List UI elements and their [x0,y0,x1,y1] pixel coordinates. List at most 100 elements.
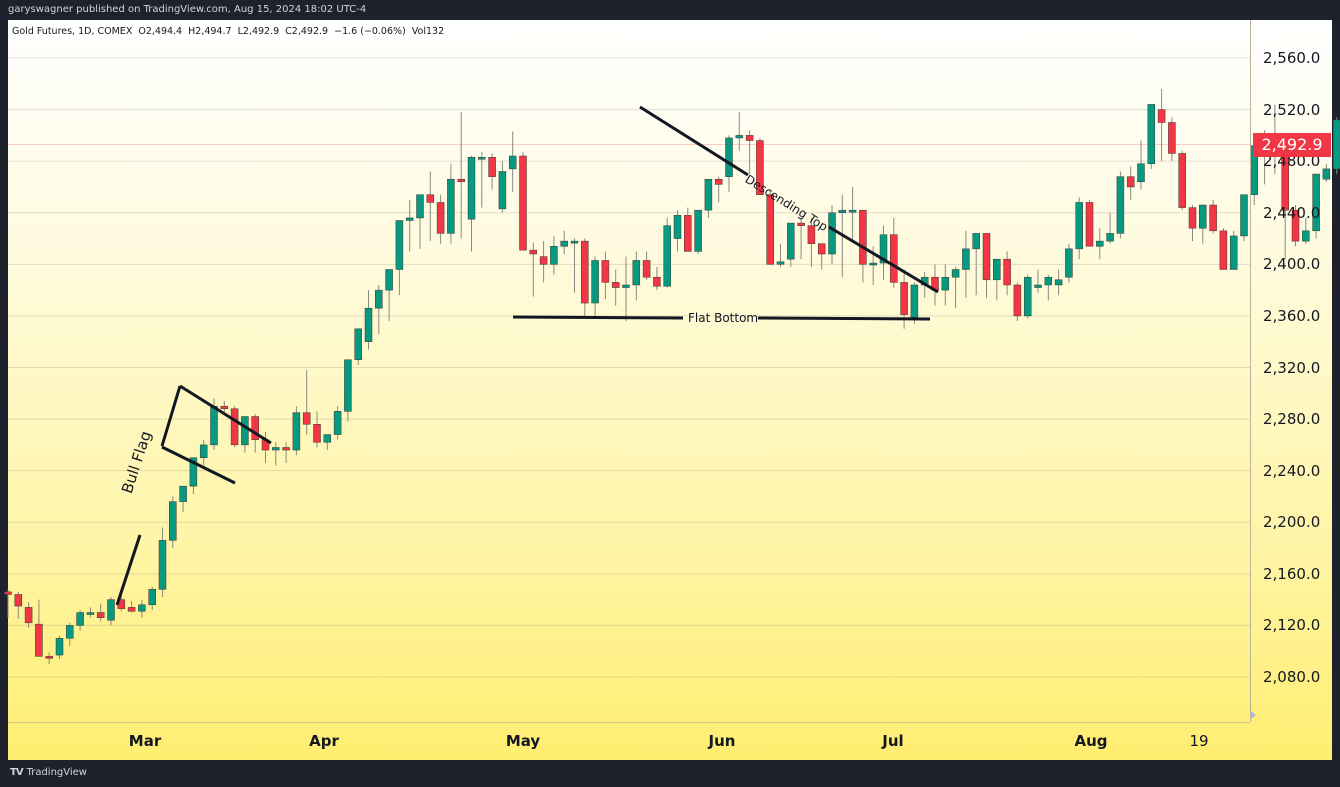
candle [982,233,991,281]
candle [199,444,208,459]
candle [1322,168,1331,180]
time-label: Jul [882,732,904,750]
candle [148,589,156,606]
candle [673,215,682,239]
candle [282,447,290,451]
price-label: 2,400.0 [1263,255,1321,274]
candle [1240,194,1248,237]
candle [838,209,847,214]
price-label: 2,360.0 [1263,306,1321,325]
candle [220,405,229,410]
candle [890,234,898,283]
candle [508,155,517,170]
candle [828,212,836,255]
price-label: 2,560.0 [1263,49,1321,67]
price-label: 2,520.0 [1263,100,1321,119]
candle [591,260,599,304]
candle [632,260,641,286]
candle [241,416,249,446]
candle [951,269,960,278]
candle [601,260,610,283]
candle [302,412,311,425]
candles [4,88,1340,665]
price-label: 2,280.0 [1263,410,1321,429]
footer: TV TradingView [10,767,87,778]
candle [1054,279,1063,286]
candle [766,194,774,265]
candle [498,171,507,210]
candle [447,178,455,234]
candle [251,416,259,440]
candle [127,607,136,612]
candle [24,607,33,624]
candle [993,258,1001,281]
candle [1147,104,1156,164]
time-label: Jun [708,732,736,750]
time-label: Apr [309,732,339,750]
candle [663,225,671,287]
candle [76,612,84,626]
candle [859,209,867,265]
candle [1126,176,1135,188]
chart-frame[interactable] [8,20,1332,760]
candle [107,599,115,621]
candle [529,249,538,255]
candle [4,591,12,595]
current-price-badge: 2,492.9 [1253,132,1331,157]
candle [817,243,826,255]
candle [1106,233,1114,242]
candle [735,135,744,139]
candle [272,447,280,451]
candle [653,276,661,287]
candle [189,457,198,487]
candle [910,284,919,318]
price-label: 2,240.0 [1263,461,1321,480]
candle [972,233,980,250]
candle [797,222,805,226]
candle [1188,207,1197,229]
candle [756,140,764,195]
candle [694,209,702,252]
candle [1199,204,1207,229]
time-scale[interactable] [8,722,1250,761]
candle [1044,276,1053,286]
candle [941,276,950,291]
candle [1291,209,1300,242]
candle [714,178,723,185]
scroll-right-arrow-icon[interactable] [1251,711,1256,719]
candle [1157,109,1166,123]
candle [66,625,74,639]
candle [560,240,568,247]
price-scale[interactable] [1250,20,1333,722]
price-label: 2,200.0 [1263,513,1321,532]
candle [1065,248,1073,278]
candle [436,202,445,234]
candle [457,178,465,183]
candle [539,256,548,265]
candle [1003,258,1011,286]
time-label: May [505,732,541,750]
candle [426,194,435,203]
candle [1168,122,1176,154]
candle [1023,276,1032,317]
candle [1096,240,1104,247]
candle [1209,204,1217,232]
candle [1229,235,1238,270]
candle [138,604,146,612]
candle [1075,202,1083,250]
candle [1312,173,1320,232]
symbol-legend: Gold Futures, 1D, COMEX O2,494.4 H2,494.… [12,26,445,37]
candle [230,408,239,446]
candle [467,157,476,220]
candle [1034,284,1042,288]
candle [333,411,342,435]
candle [158,540,167,590]
candle [622,284,630,288]
candle [169,501,177,541]
candle [704,178,713,211]
candle [313,423,321,443]
candle [787,222,795,260]
candle [354,328,362,361]
candle [96,612,105,618]
